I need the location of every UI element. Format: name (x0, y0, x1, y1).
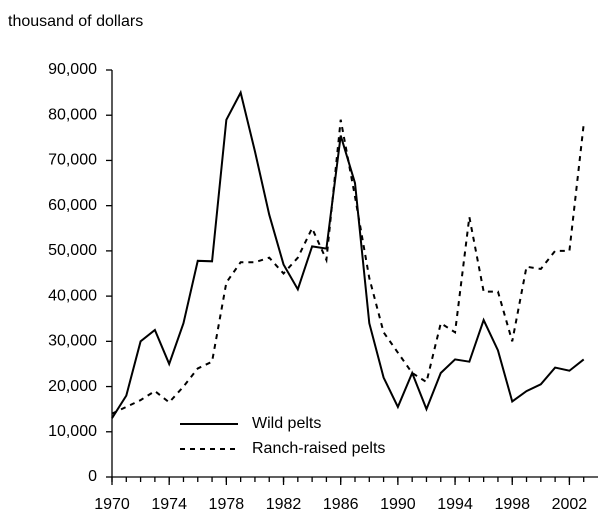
line-series (111, 89, 585, 419)
x-tick-label: 1986 (323, 496, 359, 513)
x-tick-label: 1978 (209, 496, 245, 513)
x-tick-label: 2002 (552, 496, 588, 513)
x-tick-label: 1970 (94, 496, 130, 513)
y-axis-label: thousand of dollars (8, 13, 143, 30)
x-tick-label: 1998 (494, 496, 530, 513)
x-tick-label: 1990 (380, 496, 416, 513)
x-tick-label: 1994 (437, 496, 473, 513)
y-tick-label: 20,000 (48, 378, 97, 395)
y-tick-label: 70,000 (48, 152, 97, 169)
line-series (111, 119, 585, 415)
y-tick-label: 40,000 (48, 287, 97, 304)
legend-label: Ranch-raised pelts (252, 440, 385, 457)
y-tick-label: 90,000 (48, 61, 97, 78)
y-tick-label: 30,000 (48, 333, 97, 350)
y-tick-label: 50,000 (48, 242, 97, 259)
legend-label: Wild pelts (252, 415, 321, 432)
y-tick-label: 0 (88, 468, 97, 485)
y-tick-label: 60,000 (48, 197, 97, 214)
y-tick-label: 80,000 (48, 106, 97, 123)
x-tick-label: 1974 (151, 496, 187, 513)
x-tick-label: 1982 (266, 496, 302, 513)
y-tick-label: 10,000 (48, 423, 97, 440)
